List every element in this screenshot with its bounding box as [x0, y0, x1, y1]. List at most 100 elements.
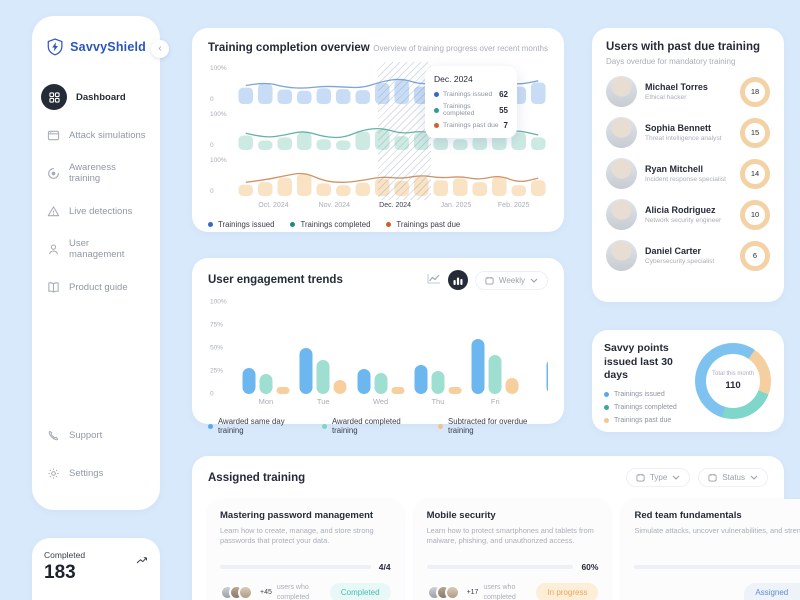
- live-detections-icon: [46, 204, 60, 218]
- progress-bar: [634, 565, 800, 569]
- avatar-stack: [426, 585, 460, 600]
- status-badge: Assigned: [744, 583, 800, 600]
- user-row[interactable]: Daniel Carter Cybersecurity specialist 6: [606, 240, 770, 271]
- user-row[interactable]: Alicia Rodriguez Network security engine…: [606, 199, 770, 230]
- highlighted-month-band: [378, 62, 431, 200]
- tooltip-row: Trainings completed 55: [434, 103, 508, 117]
- sidebar-item-label: Awareness training: [69, 162, 116, 184]
- filter-icon: [636, 473, 645, 482]
- period-dropdown[interactable]: Weekly: [474, 270, 548, 290]
- engagement-categories: Mon Tue Wed Thu Fri: [258, 397, 500, 406]
- training-overview-subtitle: Overview of training progress over recen…: [373, 44, 548, 53]
- user-row[interactable]: Michael Torres Ethical hacker 18: [606, 76, 770, 107]
- course-card-mobile-security[interactable]: Mobile security Learn how to protect sma…: [414, 499, 611, 600]
- legend-dot: [386, 222, 392, 227]
- sidebar-item-label: Support: [69, 429, 103, 441]
- user-role: Threat intelligence analyst: [645, 135, 722, 142]
- training-overview-title: Training completion overview: [208, 42, 370, 54]
- legend-dot: [604, 391, 609, 397]
- users-label: users who completed: [483, 584, 516, 600]
- completed-stat-card: Completed 183: [32, 538, 160, 600]
- x-label: Feb. 2025: [497, 202, 530, 209]
- savvy-points-card: Savvy points issued last 30 days Trainin…: [592, 330, 784, 432]
- attack-simulations-icon: [46, 128, 60, 142]
- sidebar-item-live-detections[interactable]: Live detections: [46, 198, 146, 224]
- course-card-red-team[interactable]: Red team fundamentals Simulate attacks, …: [622, 499, 800, 600]
- training-overview-card: Training completion overview Overview of…: [192, 28, 564, 232]
- legend-dot: [208, 423, 213, 429]
- engagement-chart[interactable]: 100% 75% 50% 25% 0 Mon Tue Wed Thu Fri: [208, 298, 548, 410]
- x-label: Dec. 2024: [379, 202, 412, 209]
- product-guide-icon: [46, 280, 60, 294]
- engagement-yticks: 100% 75% 50% 25% 0: [210, 298, 227, 398]
- legend-dot: [604, 404, 609, 410]
- overview-legend: Trainings issued Trainings completed Tra…: [208, 220, 548, 229]
- x-label: Oct. 2024: [258, 202, 289, 209]
- sidebar-item-label: Product guide: [69, 281, 128, 293]
- completed-value: 183: [44, 562, 76, 583]
- sidebar-item-awareness-training[interactable]: Awareness training: [46, 160, 146, 186]
- bar-chart-toggle[interactable]: [447, 270, 468, 290]
- logo: SavvyShield: [46, 36, 146, 58]
- user-name: Michael Torres: [645, 82, 708, 92]
- past-due-title: Users with past due training: [606, 41, 760, 53]
- sidebar-item-attack-simulations[interactable]: Attack simulations: [46, 122, 146, 148]
- savvy-points-legend: Trainings issued Trainings completed Tra…: [604, 391, 688, 424]
- tooltip-row: Trainings past due 7: [434, 121, 508, 130]
- sidebar-collapse-button[interactable]: ‹: [151, 40, 169, 58]
- avatar: [606, 240, 637, 271]
- avatar-extra-count: +17: [466, 589, 479, 596]
- savvy-points-title: Savvy points issued last 30 days: [604, 342, 673, 382]
- savvy-donut-chart[interactable]: Total this month 110: [695, 343, 771, 419]
- sidebar-item-settings[interactable]: Settings: [46, 460, 146, 486]
- user-name: Sophia Bennett: [645, 123, 712, 133]
- course-description: Learn how to create, manage, and store s…: [220, 526, 374, 546]
- sidebar: SavvyShield ‹ Dashboard Attack simulat: [32, 16, 169, 510]
- tooltip-row: Trainings issued 62: [434, 90, 508, 99]
- user-row[interactable]: Ryan Mitchell Incident response speciali…: [606, 158, 770, 189]
- line-chart-toggle[interactable]: [427, 271, 441, 289]
- type-filter-dropdown[interactable]: Type: [625, 468, 691, 487]
- avatar: [606, 199, 637, 230]
- engagement-title: User engagement trends: [208, 274, 343, 286]
- sidebar-item-label: Attack simulations: [69, 129, 146, 141]
- status-filter-dropdown[interactable]: Status: [698, 468, 768, 487]
- sidebar-item-dashboard[interactable]: Dashboard: [41, 84, 146, 110]
- days-overdue-ring: 15: [740, 117, 770, 148]
- shield-logo-icon: [47, 38, 63, 56]
- user-row[interactable]: Sophia Bennett Threat intelligence analy…: [606, 117, 770, 148]
- legend-item: Awarded completed training: [322, 417, 422, 435]
- legend-item: Trainings past due: [604, 417, 688, 424]
- x-label: Nov. 2024: [318, 202, 350, 209]
- user-name: Daniel Carter: [645, 246, 702, 256]
- support-phone-icon: [46, 428, 60, 442]
- course-title: Mobile security: [426, 510, 496, 521]
- legend-dot: [322, 423, 327, 429]
- past-due-users-card: Users with past due training Days overdu…: [592, 28, 784, 302]
- awareness-training-icon: [46, 166, 60, 180]
- course-title: Red team fundamentals: [634, 510, 742, 521]
- sidebar-item-user-management[interactable]: User management: [46, 236, 146, 262]
- sidebar-item-support[interactable]: Support: [46, 422, 146, 448]
- training-overview-chart[interactable]: 100% 0 100% 0 100% 0: [208, 62, 548, 200]
- engagement-legend: Awarded same day training Awarded comple…: [208, 417, 548, 435]
- y-label-max: 100%: [210, 157, 227, 164]
- assigned-training-card: Assigned training Type Status Mastering …: [192, 456, 800, 600]
- user-role: Cybersecurity specialist: [645, 258, 715, 265]
- chevron-down-icon: [750, 475, 758, 480]
- x-axis-labels: Oct. 2024 Nov. 2024 Dec. 2024 Jan. 2025 …: [236, 202, 548, 213]
- sidebar-item-label: Dashboard: [76, 91, 126, 103]
- donut-center-label: Total this month: [711, 371, 755, 378]
- legend-dot: [604, 417, 609, 423]
- legend-item: Trainings issued: [208, 220, 274, 229]
- calendar-icon: [485, 276, 494, 285]
- legend-item: Subtracted for overdue training: [438, 417, 548, 435]
- user-role: Network security engineer: [645, 217, 722, 224]
- legend-dot: [434, 92, 439, 97]
- sidebar-item-product-guide[interactable]: Product guide: [46, 274, 146, 300]
- course-card-password-management[interactable]: Mastering password management Learn how …: [208, 499, 403, 600]
- status-badge: Completed: [329, 583, 391, 600]
- donut-center-value: 110: [725, 379, 741, 391]
- status-badge: In progress: [536, 583, 599, 600]
